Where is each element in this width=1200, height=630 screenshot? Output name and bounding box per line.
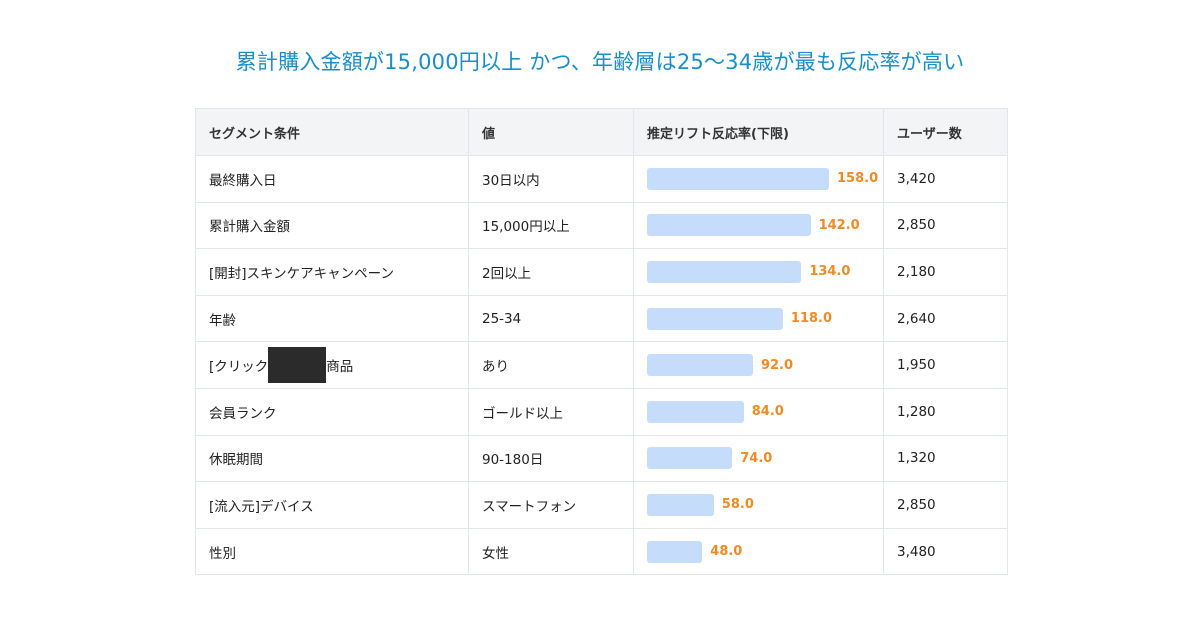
lift-bar [647,307,783,330]
cell-condition: 休眠期間 [195,434,469,483]
cell-lift: 142.0 [633,201,884,250]
cell-lift: 92.0 [633,341,884,389]
header-condition[interactable]: セグメント条件 [195,108,469,156]
lift-bar-group: 158.0 [647,167,883,190]
condition-label-suffix: 商品 [326,359,354,376]
cell-value: 90-180日 [468,434,634,483]
condition-label: 最終購入日 [209,172,277,189]
lift-bar-group: 118.0 [647,307,883,330]
condition-label: 年齢 [209,312,236,329]
cell-lift: 134.0 [633,248,884,296]
lift-value: 158.0 [837,171,879,187]
lift-value: 58.0 [721,497,754,513]
cell-lift: 58.0 [633,481,884,529]
cell-value: あり [468,341,634,389]
table-row[interactable]: 年齢 25-34 118.0 2,640 [195,294,1008,343]
lift-bar-group: 84.0 [647,400,883,423]
table-row[interactable]: 性別 女性 48.0 3,480 [195,527,1008,576]
header-value[interactable]: 値 [468,108,634,156]
lift-bar [647,260,802,283]
table-row[interactable]: 会員ランク ゴールド以上 84.0 1,280 [195,387,1008,436]
lift-bar-group: 58.0 [647,493,883,516]
lift-value: 84.0 [751,404,784,420]
table-row[interactable]: 累計購入金額 15,000円以上 142.0 2,850 [195,201,1008,250]
lift-bar-group: 142.0 [647,214,883,237]
segment-table: セグメント条件 値 推定リフト反応率(下限) ユーザー数 最終購入日 30日以内 1… [195,108,1008,576]
table-row[interactable]: 休眠期間 90-180日 74.0 1,320 [195,434,1008,483]
table-row[interactable]: [流入元]デバイス スマートフォン 58.0 2,850 [195,481,1008,529]
header-users[interactable]: ユーザー数 [883,108,1008,156]
cell-value: 女性 [468,527,634,576]
table-row[interactable]: 最終購入日 30日以内 158.0 3,420 [195,155,1008,203]
table-row[interactable]: [開封]スキンケアキャンペーン 2回以上 134.0 2,180 [195,248,1008,296]
cell-lift: 158.0 [633,155,884,203]
lift-bar-group: 92.0 [647,354,883,377]
condition-label: 会員ランク [209,405,277,422]
page-headline: 累計購入金額が15,000円以上 かつ、年齢層は25〜34歳が最も反応率が高い [235,50,965,74]
cell-condition: [流入元]デバイス [195,481,469,529]
lift-value: 142.0 [818,217,860,233]
cell-condition: 累計購入金額 [195,201,469,250]
cell-condition: [開封]スキンケアキャンペーン [195,248,469,296]
cell-condition: 年齢 [195,294,469,343]
lift-bar-group: 134.0 [647,260,883,283]
cell-value: ゴールド以上 [468,387,634,436]
lift-bar [647,214,811,237]
cell-users: 1,950 [883,341,1008,389]
cell-lift: 118.0 [633,294,884,343]
cell-users: 2,850 [883,481,1008,529]
lift-bar-group: 74.0 [647,447,883,470]
cell-condition: 会員ランク [195,387,469,436]
cell-value: 15,000円以上 [468,201,634,250]
redaction-block [268,347,327,384]
condition-label: 休眠期間 [209,452,263,469]
cell-condition: 最終購入日 [195,155,469,203]
cell-condition: [クリック 商品 [195,341,469,389]
cell-value: 2回以上 [468,248,634,296]
cell-users: 1,320 [883,434,1008,483]
lift-bar [647,493,714,516]
table-header-row: セグメント条件 値 推定リフト反応率(下限) ユーザー数 [195,108,1008,156]
cell-condition: 性別 [195,527,469,576]
cell-lift: 74.0 [633,434,884,483]
cell-users: 3,480 [883,527,1008,576]
cell-users: 3,420 [883,155,1008,203]
cell-value: 25-34 [468,294,634,343]
lift-bar [647,167,829,190]
lift-value: 134.0 [809,264,851,280]
lift-value: 92.0 [760,357,794,373]
lift-bar [647,354,753,377]
cell-value: 30日以内 [468,155,634,203]
condition-label: 性別 [209,545,236,562]
lift-value: 118.0 [790,311,833,327]
cell-users: 2,850 [883,201,1008,250]
cell-users: 1,280 [883,387,1008,436]
cell-lift: 84.0 [633,387,884,436]
lift-bar [647,400,744,423]
condition-label: [流入元]デバイス [209,498,314,515]
cell-users: 2,640 [883,294,1008,343]
condition-label: 累計購入金額 [209,219,290,236]
lift-bar-group: 48.0 [647,540,883,563]
lift-bar [647,540,703,563]
lift-bar [647,447,733,470]
cell-users: 2,180 [883,248,1008,296]
table-row[interactable]: [クリック 商品 あり 92.0 1,950 [195,341,1008,389]
condition-label: [開封]スキンケアキャンペーン [209,265,394,282]
header-lift[interactable]: 推定リフト反応率(下限) [633,108,884,156]
lift-value: 48.0 [710,544,743,560]
cell-value: スマートフォン [468,481,634,529]
condition-label: [クリック [209,359,269,376]
lift-value: 74.0 [740,450,773,466]
cell-lift: 48.0 [633,527,884,576]
